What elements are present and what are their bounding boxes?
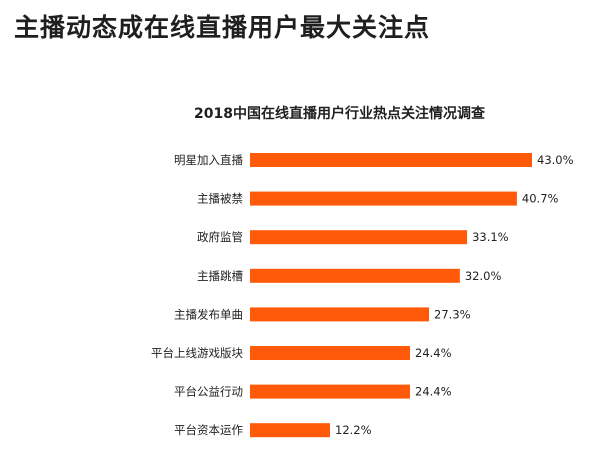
bar [250, 307, 430, 322]
bar [250, 384, 411, 399]
bar [250, 268, 460, 283]
value-label: 24.4% [415, 346, 452, 360]
value-label: 43.0% [537, 153, 574, 167]
value-label: 33.1% [472, 230, 509, 244]
bar [250, 191, 517, 206]
bar-chart: 明星加入直播 43.0% 主播被禁 40.7% 政府监管 33.1% 主播跳槽 32.0% 主播… [151, 153, 574, 438]
bar [250, 153, 532, 167]
category-label: 平台资本运作 [174, 423, 243, 437]
chart-title: 2018中国在线直播用户行业热点关注情况调查 [194, 106, 485, 122]
category-label: 平台公益行动 [174, 385, 243, 399]
category-label: 主播被禁 [197, 192, 243, 206]
bar [250, 346, 411, 360]
category-label: 平台上线游戏版块 [151, 346, 243, 360]
value-label: 24.4% [415, 385, 452, 399]
category-label: 明星加入直播 [174, 153, 243, 167]
bar [250, 423, 331, 438]
category-label: 政府监管 [197, 230, 243, 244]
category-label: 主播发布单曲 [174, 307, 243, 321]
value-label: 12.2% [335, 423, 372, 437]
value-label: 40.7% [522, 192, 559, 206]
value-label: 27.3% [434, 307, 471, 321]
category-label: 主播跳槽 [197, 269, 243, 283]
bar [250, 230, 468, 245]
value-label: 32.0% [465, 269, 502, 283]
page-headline: 主播动态成在线直播用户最大关注点 [14, 13, 431, 42]
